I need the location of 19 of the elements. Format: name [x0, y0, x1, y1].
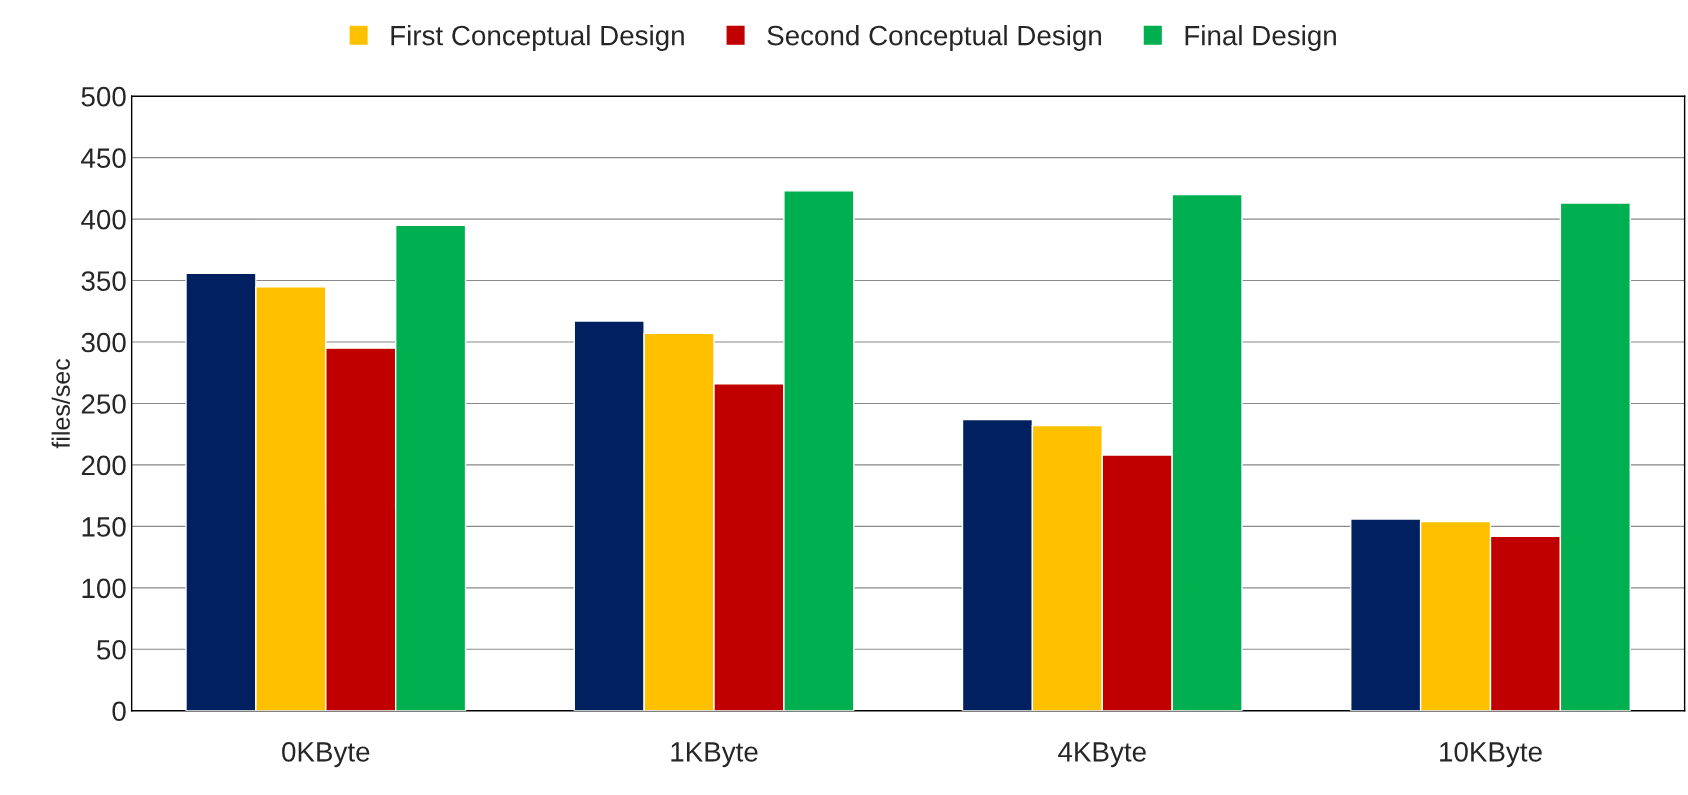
- y-tick-label: 100: [82, 578, 126, 599]
- x-tick-label: 4KByte: [1058, 742, 1146, 768]
- y-tick-label: 250: [81, 394, 126, 414]
- x-tick-label: 10KByte: [1440, 742, 1542, 768]
- y-tick-label: 400: [81, 209, 126, 230]
- y-tick-label: 350: [81, 271, 126, 291]
- y-tick-label: 300: [81, 332, 126, 353]
- y-tick-label: 200: [81, 455, 126, 476]
- y-tick-label: 500: [81, 86, 126, 107]
- y-axis-title: files/sec: [51, 358, 70, 449]
- x-tick-label: 1KByte: [671, 742, 758, 768]
- y-tick-label: 0: [112, 701, 126, 722]
- y-tick-label: 150: [82, 517, 126, 537]
- legend-label: Final Design: [1185, 25, 1336, 51]
- y-tick-label: 50: [97, 639, 126, 660]
- legend-label: Second Conceptual Design: [767, 25, 1101, 51]
- y-tick-label: 450: [81, 148, 126, 168]
- legend-label: First Conceptual Design: [391, 25, 684, 51]
- x-tick-label: 0KByte: [282, 742, 370, 768]
